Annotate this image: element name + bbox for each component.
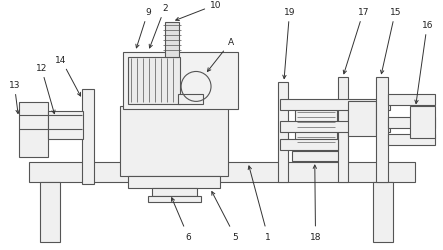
Text: 1: 1 — [248, 166, 271, 240]
Text: A: A — [207, 38, 234, 72]
Text: 9: 9 — [136, 8, 151, 49]
Text: 17: 17 — [343, 8, 369, 74]
Bar — [120, 107, 228, 176]
Text: 5: 5 — [212, 192, 238, 240]
Bar — [148, 196, 201, 202]
Bar — [128, 57, 180, 105]
Bar — [280, 140, 338, 151]
Bar — [409, 107, 435, 139]
Text: 12: 12 — [35, 64, 55, 114]
Text: 6: 6 — [171, 198, 191, 240]
Bar — [376, 78, 388, 182]
Bar — [82, 90, 94, 184]
Bar — [19, 103, 48, 158]
Bar — [373, 182, 392, 242]
Text: 2: 2 — [149, 4, 168, 49]
Text: 10: 10 — [176, 1, 222, 21]
Bar — [278, 83, 288, 182]
Text: 15: 15 — [381, 8, 401, 74]
Text: 18: 18 — [310, 166, 321, 240]
Bar — [338, 78, 348, 182]
Bar — [48, 112, 83, 140]
Text: 14: 14 — [55, 56, 81, 96]
Bar — [152, 188, 197, 196]
Bar — [128, 176, 220, 188]
Text: 16: 16 — [415, 21, 433, 104]
Bar — [388, 118, 435, 129]
Bar — [280, 122, 389, 133]
Bar — [280, 100, 389, 111]
Bar — [292, 152, 340, 162]
Bar — [388, 95, 435, 106]
Bar — [388, 135, 435, 146]
Text: 19: 19 — [283, 8, 295, 79]
Bar — [295, 110, 337, 152]
Bar — [165, 22, 179, 58]
Bar — [28, 162, 416, 182]
Text: 13: 13 — [8, 80, 20, 114]
Bar — [123, 52, 238, 110]
Bar — [40, 182, 60, 242]
Bar — [178, 95, 203, 105]
Bar — [348, 102, 376, 137]
